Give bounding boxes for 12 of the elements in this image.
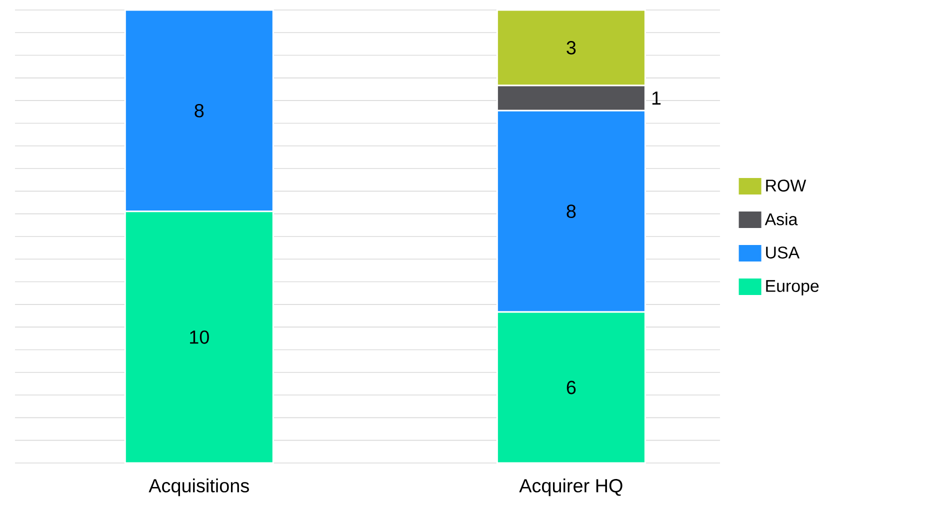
x-tick-label: Acquisitions xyxy=(148,478,249,496)
x-tick-label: Acquirer HQ xyxy=(519,478,622,496)
legend-label: ROW xyxy=(766,180,806,192)
data-label: 8 xyxy=(194,104,204,118)
data-label: 1 xyxy=(652,92,661,105)
legend-label: Asia xyxy=(764,212,798,226)
legend-label: USA xyxy=(766,246,800,259)
data-label: 3 xyxy=(566,41,576,54)
data-label: 10 xyxy=(190,330,209,344)
legend-label: Europe xyxy=(766,280,819,296)
data-label: 8 xyxy=(566,204,576,218)
data-label: 6 xyxy=(566,380,576,394)
